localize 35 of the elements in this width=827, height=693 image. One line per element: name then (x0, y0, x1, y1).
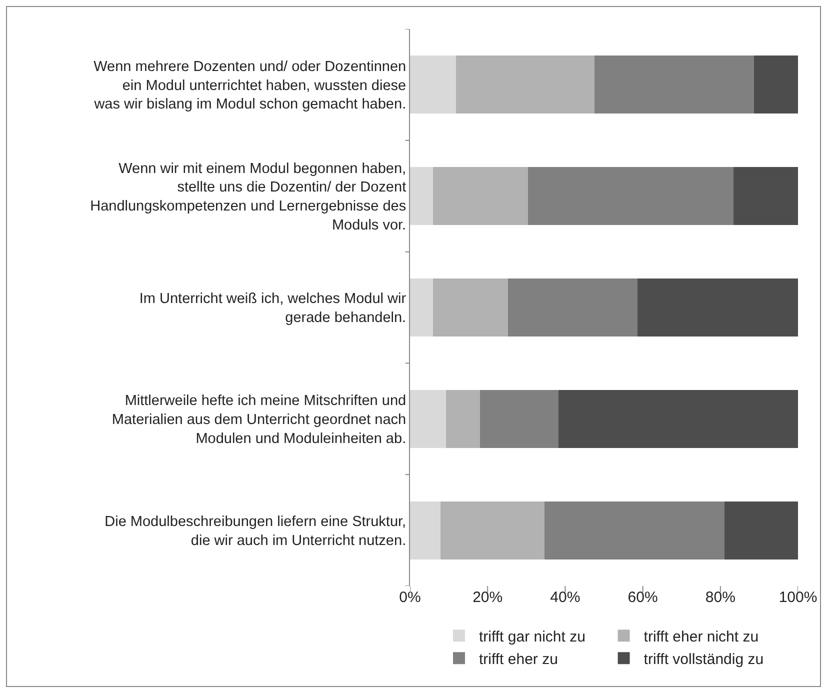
bar (410, 390, 446, 448)
bar (410, 167, 433, 226)
bar (637, 278, 798, 336)
legend-label: trifft eher zu (479, 651, 558, 668)
legend-label: trifft eher nicht zu (644, 628, 759, 646)
bar (410, 56, 456, 114)
y-tick-label: Im Unterricht weiß ich, welches Modul wir gerade behandeln. (139, 291, 406, 326)
y-tick-label: Wenn mehrere Dozenten und/ oder Dozentinnen ein Modul unterrichtet haben, wussten diese was wir bislang im Modul schon gemacht haben. (93, 58, 406, 113)
y-tick-label: Die Modulbeschreibungen liefern eine Struktur, die wir auch im Unterricht nutzen. (104, 514, 406, 549)
bar (440, 501, 545, 560)
bar (432, 278, 508, 336)
bar (480, 390, 559, 448)
x-tick-label: 20% (472, 589, 503, 606)
bar (544, 501, 724, 560)
bar (528, 167, 734, 226)
bar (594, 56, 754, 114)
bar (754, 56, 798, 114)
bar (456, 56, 595, 114)
bar (410, 501, 440, 560)
legend-label: trifft gar nicht zu (479, 628, 586, 646)
x-tick-label: 40% (550, 589, 580, 606)
legend-label: trifft vollständig zu (644, 651, 764, 668)
x-tick-label: 100% (778, 589, 818, 606)
x-tick-label: 0% (399, 589, 421, 606)
bar (558, 390, 798, 448)
bar (446, 390, 480, 448)
x-tick-label: 60% (628, 589, 658, 606)
bar (432, 167, 528, 226)
y-tick-label: Mittlerweile hefte ich meine Mitschriften und Materialien aus dem Unterricht geordnet nach Modulen und Moduleinheiten ab. (112, 393, 406, 447)
x-tick-label: 80% (705, 589, 736, 606)
bar (734, 167, 798, 226)
bar (410, 278, 433, 336)
bar (724, 501, 798, 560)
y-tick-label: Wenn wir mit einem Modul begonnen haben, stellte uns die Dozentin/ der Dozent Handlungskompetenzen und Lernergebnisse des Moduls vor. (90, 160, 406, 234)
bar (508, 278, 638, 336)
